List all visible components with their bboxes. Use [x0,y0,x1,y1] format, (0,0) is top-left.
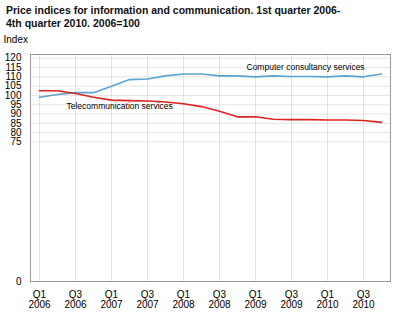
svg-text:Q32009: Q32009 [280,289,303,310]
svg-text:Computer consultancy services: Computer consultancy services [247,63,365,73]
svg-text:Q12008: Q12008 [172,289,195,310]
svg-text:105: 105 [4,80,22,92]
svg-text:Index: Index [4,34,28,45]
svg-text:Q32008: Q32008 [208,289,231,310]
svg-text:Q32010: Q32010 [352,289,375,310]
svg-text:80: 80 [10,127,22,139]
svg-text:115: 115 [5,62,22,73]
html-text:Price indices for information: Price indices for information and commun… [6,4,341,30]
svg-text:Q12010: Q12010 [316,289,339,310]
svg-text:Q32006: Q32006 [64,289,87,310]
svg-text:Telecommunication services: Telecommunication services [67,102,173,112]
svg-text:100: 100 [4,89,22,101]
svg-text:110: 110 [5,71,22,83]
svg-text:95: 95 [10,99,22,111]
svg-text:Q12009: Q12009 [244,289,267,310]
svg-text:Q12007: Q12007 [100,289,123,310]
svg-text:Q32007: Q32007 [136,289,159,310]
svg-text:75: 75 [10,136,22,148]
svg-text:85: 85 [10,117,22,129]
svg-text:90: 90 [10,108,22,120]
svg-text:Q12006: Q12006 [28,289,51,310]
svg-text:0: 0 [16,276,22,287]
svg-text:120: 120 [5,53,22,64]
